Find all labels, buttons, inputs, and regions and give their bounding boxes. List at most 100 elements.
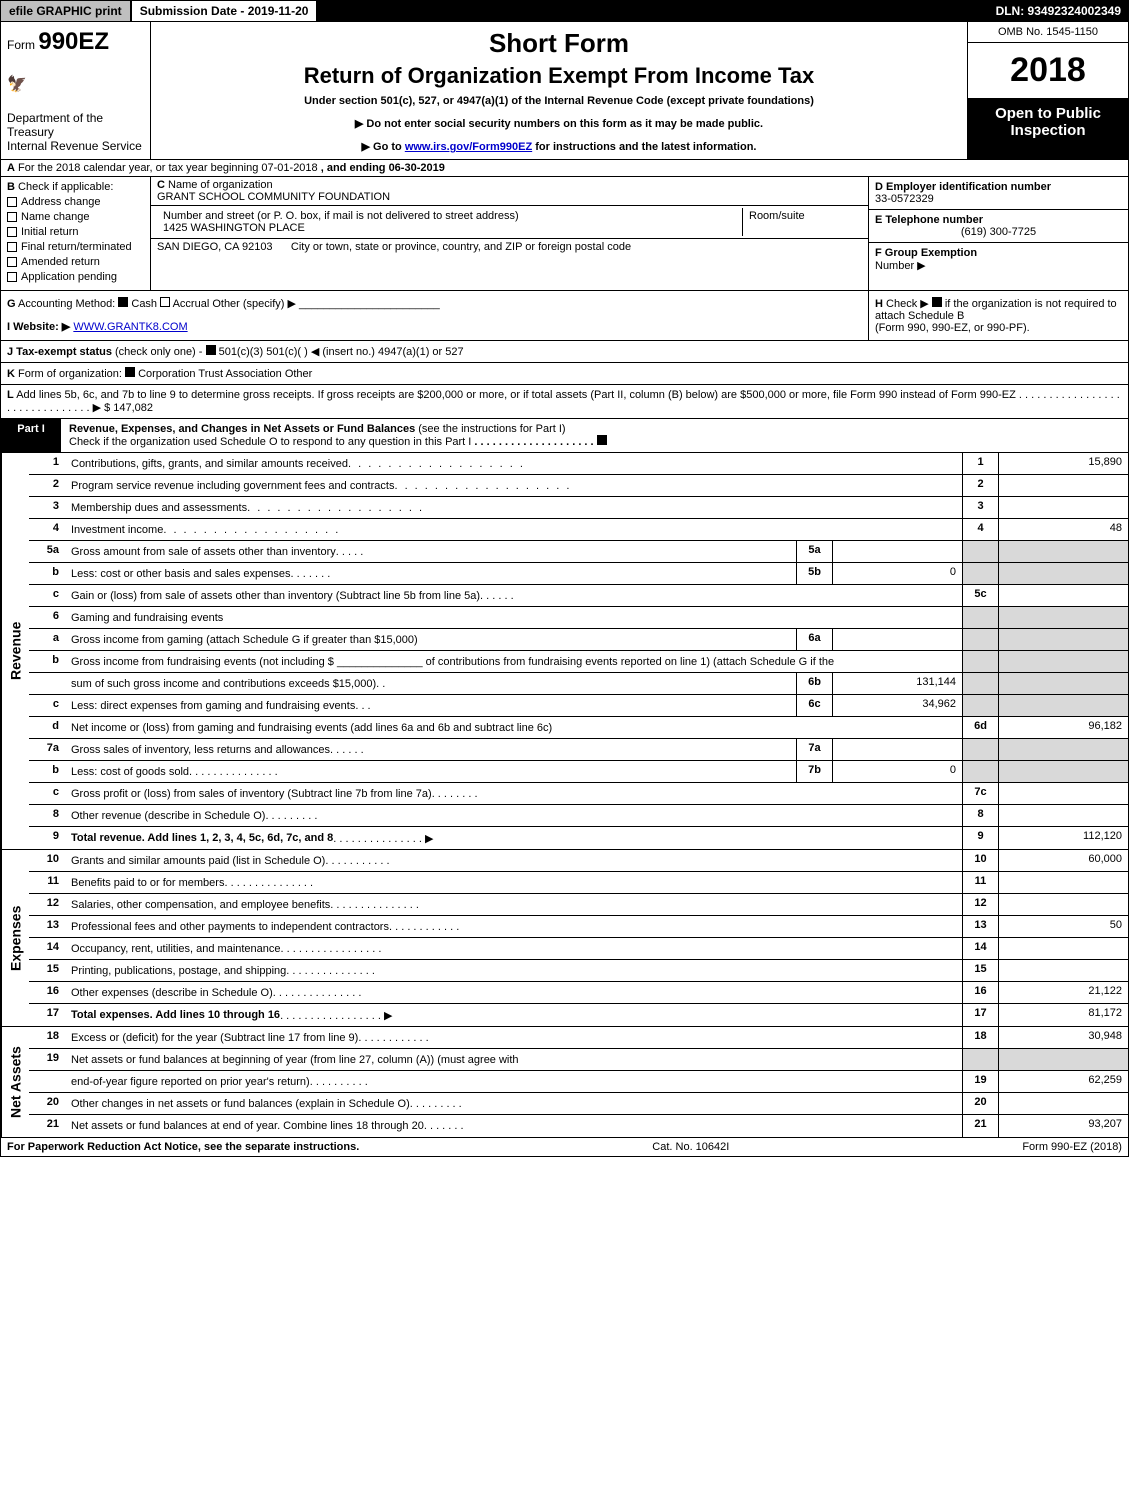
line-5b-grey2 — [998, 563, 1128, 584]
chk-amended-return[interactable] — [7, 257, 17, 267]
line-11-endnum: 11 — [962, 872, 998, 893]
line-2: 2 Program service revenue including gove… — [29, 475, 1128, 497]
line-18-num: 18 — [29, 1027, 65, 1048]
line-18-val: 30,948 — [998, 1027, 1128, 1048]
line-7b: b Less: cost of goods sold . . . . . . .… — [29, 761, 1128, 783]
line-21-desc: Net assets or fund balances at end of ye… — [65, 1115, 962, 1137]
line-12-desc: Salaries, other compensation, and employ… — [65, 894, 962, 915]
chk-initial-return[interactable] — [7, 227, 17, 237]
g-label: G — [7, 298, 16, 310]
line-6b2-grey1 — [962, 673, 998, 694]
line-21-endnum: 21 — [962, 1115, 998, 1137]
line-6a-desc: Gross income from gaming (attach Schedul… — [65, 629, 796, 650]
line-6d-desc: Net income or (loss) from gaming and fun… — [65, 717, 962, 738]
line-5c-desc: Gain or (loss) from sale of assets other… — [65, 585, 962, 606]
opt-final-return: Final return/terminated — [21, 241, 132, 253]
line-7a-num: 7a — [29, 739, 65, 760]
line-5a-midnum: 5a — [796, 541, 832, 562]
line-5b-grey1 — [962, 563, 998, 584]
line-11-desc: Benefits paid to or for members . . . . … — [65, 872, 962, 893]
line-6c: c Less: direct expenses from gaming and … — [29, 695, 1128, 717]
h-right: H Check ▶ if the organization is not req… — [868, 291, 1128, 340]
line-5c-val — [998, 585, 1128, 606]
chk-application-pending[interactable] — [7, 272, 17, 282]
header-right: OMB No. 1545-1150 2018 Open to Public In… — [968, 22, 1128, 159]
part-i-header: Part I Revenue, Expenses, and Changes in… — [0, 419, 1129, 453]
row-a-text-a: For the 2018 calendar year, or tax year … — [18, 162, 318, 174]
line-21-val: 93,207 — [998, 1115, 1128, 1137]
k-text: Form of organization: — [18, 368, 122, 380]
part-i-subtitle: (see the instructions for Part I) — [418, 423, 565, 435]
chk-name-change[interactable] — [7, 212, 17, 222]
irs-form-link[interactable]: www.irs.gov/Form990EZ — [405, 141, 532, 153]
line-6b-grey2 — [998, 651, 1128, 672]
city-cell: SAN DIEGO, CA 92103 City or town, state … — [151, 239, 868, 255]
line-9-val: 112,120 — [998, 827, 1128, 849]
net-assets-body: 18 Excess or (deficit) for the year (Sub… — [29, 1027, 1128, 1137]
line-13-endnum: 13 — [962, 916, 998, 937]
form-number: 990EZ — [38, 28, 109, 55]
line-6b-desc: Gross income from fundraising events (no… — [65, 651, 962, 672]
website-link[interactable]: WWW.GRANTK8.COM — [73, 321, 187, 333]
line-5a-num: 5a — [29, 541, 65, 562]
line-7c-val — [998, 783, 1128, 804]
chk-501c3[interactable] — [206, 345, 216, 355]
line-4: 4 Investment income 4 48 — [29, 519, 1128, 541]
line-8-endnum: 8 — [962, 805, 998, 826]
line-5a-grey1 — [962, 541, 998, 562]
line-19b-val: 62,259 — [998, 1071, 1128, 1092]
omb-number: OMB No. 1545-1150 — [968, 22, 1128, 43]
chk-address-change[interactable] — [7, 197, 17, 207]
line-6-grey1 — [962, 607, 998, 628]
opt-amended-return: Amended return — [21, 256, 100, 268]
part-i-check-note: Check if the organization used Schedule … — [69, 436, 471, 448]
chk-accrual[interactable] — [160, 297, 170, 307]
note-no-ssn: ▶ Do not enter social security numbers o… — [163, 117, 955, 130]
line-6b2-midval: 131,144 — [832, 673, 962, 694]
j-opts: 501(c)(3) 501(c)( ) ◀ (insert no.) 4947(… — [219, 346, 464, 358]
org-name: GRANT SCHOOL COMMUNITY FOUNDATION — [157, 191, 390, 203]
line-8: 8 Other revenue (describe in Schedule O)… — [29, 805, 1128, 827]
chk-final-return[interactable] — [7, 242, 17, 252]
line-7b-desc: Less: cost of goods sold . . . . . . . .… — [65, 761, 796, 782]
line-3: 3 Membership dues and assessments 3 — [29, 497, 1128, 519]
chk-schedule-o[interactable] — [597, 435, 607, 445]
line-6c-desc: Less: direct expenses from gaming and fu… — [65, 695, 796, 716]
chk-cash[interactable] — [118, 297, 128, 307]
line-3-desc: Membership dues and assessments — [65, 497, 962, 518]
line-6: 6 Gaming and fundraising events — [29, 607, 1128, 629]
form-prefix: Form — [7, 38, 35, 52]
line-14-desc: Occupancy, rent, utilities, and maintena… — [65, 938, 962, 959]
line-6-num: 6 — [29, 607, 65, 628]
line-3-val — [998, 497, 1128, 518]
line-4-desc: Investment income — [65, 519, 962, 540]
header-left: Form 990EZ 🦅 Department of the Treasury … — [1, 22, 151, 159]
line-6b2-grey2 — [998, 673, 1128, 694]
line-12-num: 12 — [29, 894, 65, 915]
dln-label: DLN: 93492324002349 — [988, 0, 1129, 22]
address-cell: Number and street (or P. O. box, if mail… — [151, 206, 868, 239]
department-block: Department of the Treasury Internal Reve… — [7, 111, 144, 153]
line-10-val: 60,000 — [998, 850, 1128, 871]
line-13-desc: Professional fees and other payments to … — [65, 916, 962, 937]
c-name-cell: C Name of organization GRANT SCHOOL COMM… — [151, 177, 868, 206]
line-14-num: 14 — [29, 938, 65, 959]
footer: For Paperwork Reduction Act Notice, see … — [0, 1138, 1129, 1157]
h-check-text: Check ▶ — [886, 298, 929, 310]
line-16-desc: Other expenses (describe in Schedule O) … — [65, 982, 962, 1003]
line-12-val — [998, 894, 1128, 915]
h-label: H — [875, 298, 883, 310]
line-12: 12 Salaries, other compensation, and emp… — [29, 894, 1128, 916]
line-18-endnum: 18 — [962, 1027, 998, 1048]
chk-h[interactable] — [932, 297, 942, 307]
line-8-val — [998, 805, 1128, 826]
e-label: E Telephone number — [875, 214, 983, 226]
l-text: Add lines 5b, 6c, and 7b to line 9 to de… — [16, 389, 1016, 401]
line-10: 10 Grants and similar amounts paid (list… — [29, 850, 1128, 872]
chk-corporation[interactable] — [125, 367, 135, 377]
f-label: F Group Exemption — [875, 247, 977, 259]
line-6b-num: b — [29, 651, 65, 672]
note-goto: ▶ Go to www.irs.gov/Form990EZ for instru… — [163, 140, 955, 153]
line-7a-desc: Gross sales of inventory, less returns a… — [65, 739, 796, 760]
efile-print-button[interactable]: efile GRAPHIC print — [0, 0, 131, 22]
